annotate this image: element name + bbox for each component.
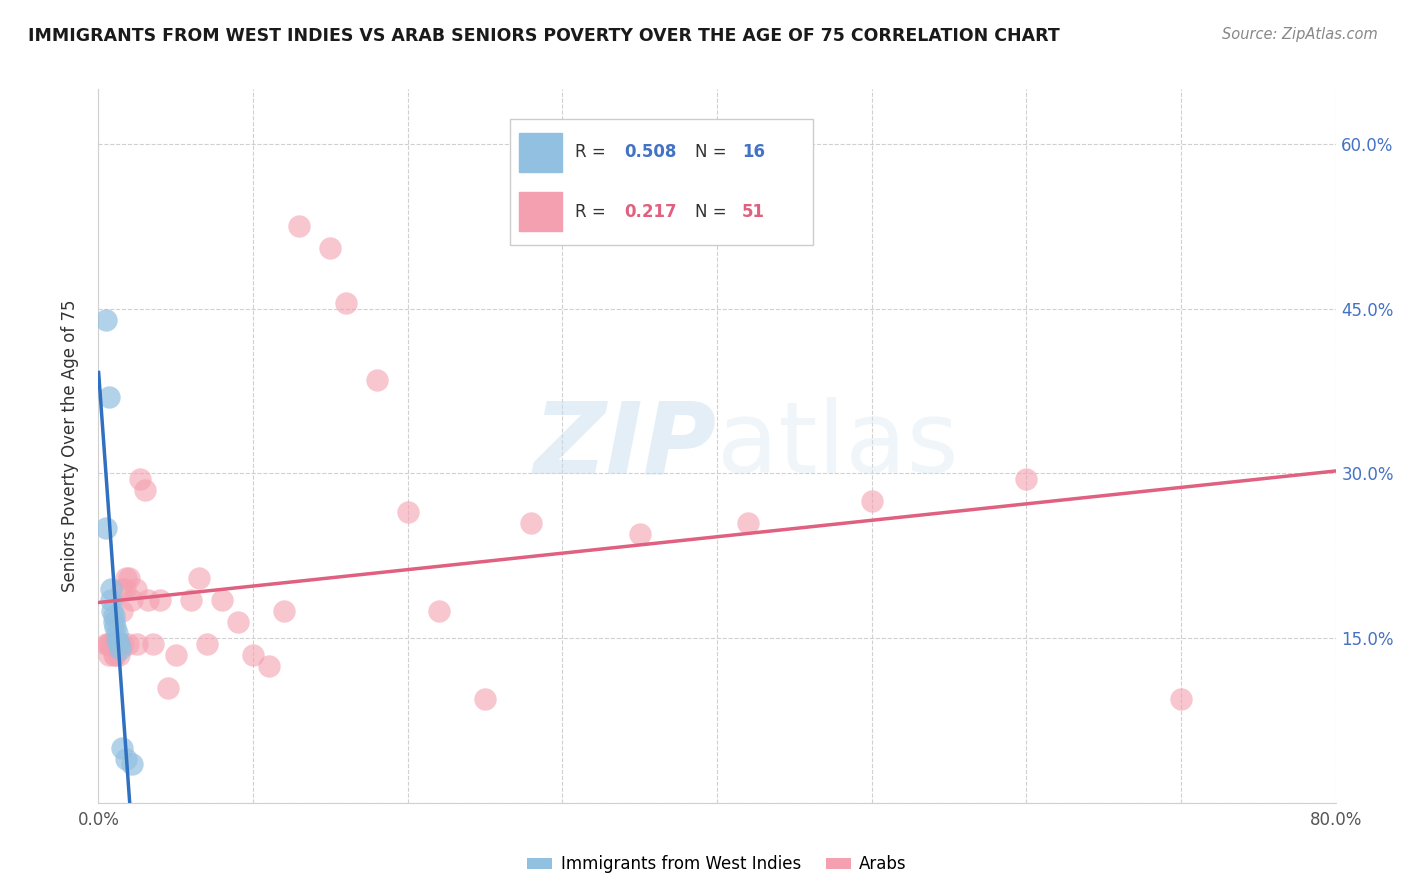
Point: [129, 472, 152, 486]
Point: [195, 637, 218, 651]
Point: [211, 592, 233, 607]
Point: [107, 637, 129, 651]
Point: [104, 620, 127, 634]
Text: atlas: atlas: [717, 398, 959, 494]
Point: [111, 740, 134, 755]
Point: [107, 648, 129, 662]
Point: [319, 241, 342, 255]
Point: [257, 658, 280, 673]
Point: [427, 604, 450, 618]
Point: [134, 483, 156, 497]
Point: [103, 637, 125, 651]
Point: [1170, 691, 1192, 706]
Point: [103, 615, 125, 629]
Point: [96, 312, 118, 326]
Point: [288, 219, 311, 234]
Point: [117, 637, 139, 651]
Text: R =: R =: [575, 144, 610, 161]
Point: [157, 681, 180, 695]
Point: [96, 521, 118, 535]
Point: [860, 494, 883, 508]
Bar: [519, 133, 562, 171]
Point: [96, 637, 118, 651]
Point: [105, 625, 128, 640]
Point: [124, 582, 146, 596]
Point: [366, 373, 388, 387]
Point: [111, 582, 134, 596]
Text: 16: 16: [742, 144, 765, 161]
Point: [98, 637, 121, 651]
Point: [242, 648, 264, 662]
Legend: Immigrants from West Indies, Arabs: Immigrants from West Indies, Arabs: [520, 849, 914, 880]
Point: [118, 571, 141, 585]
Point: [108, 642, 131, 657]
Point: [474, 691, 496, 706]
Point: [188, 571, 211, 585]
Point: [273, 604, 295, 618]
Point: [396, 505, 419, 519]
Point: [520, 516, 543, 530]
Point: [103, 648, 125, 662]
Point: [101, 637, 124, 651]
Point: [100, 637, 122, 651]
Point: [149, 592, 172, 607]
Text: R =: R =: [575, 202, 616, 220]
Text: 51: 51: [742, 202, 765, 220]
Point: [112, 637, 135, 651]
Point: [105, 633, 128, 648]
Text: Source: ZipAtlas.com: Source: ZipAtlas.com: [1222, 27, 1378, 42]
Point: [136, 592, 159, 607]
Point: [121, 592, 143, 607]
Point: [103, 609, 125, 624]
Point: [127, 637, 149, 651]
Point: [165, 648, 187, 662]
Text: ZIP: ZIP: [534, 398, 717, 494]
Point: [115, 571, 138, 585]
Point: [100, 582, 122, 596]
Text: N =: N =: [696, 144, 733, 161]
Bar: [519, 193, 562, 231]
Point: [114, 582, 136, 596]
Text: IMMIGRANTS FROM WEST INDIES VS ARAB SENIORS POVERTY OVER THE AGE OF 75 CORRELATI: IMMIGRANTS FROM WEST INDIES VS ARAB SENI…: [28, 27, 1060, 45]
FancyBboxPatch shape: [510, 119, 813, 245]
Point: [628, 526, 651, 541]
Y-axis label: Seniors Poverty Over the Age of 75: Seniors Poverty Over the Age of 75: [60, 300, 79, 592]
Point: [335, 296, 357, 310]
Point: [111, 604, 134, 618]
Point: [121, 757, 143, 772]
Point: [115, 752, 138, 766]
Point: [737, 516, 759, 530]
Point: [226, 615, 249, 629]
Point: [98, 648, 121, 662]
Point: [101, 604, 124, 618]
Point: [98, 390, 121, 404]
Point: [180, 592, 202, 607]
Point: [107, 637, 129, 651]
Point: [1015, 472, 1038, 486]
Point: [100, 592, 122, 607]
Text: 0.217: 0.217: [624, 202, 676, 220]
Point: [105, 637, 128, 651]
Text: N =: N =: [696, 202, 733, 220]
Point: [97, 637, 120, 651]
Point: [142, 637, 165, 651]
Text: 0.508: 0.508: [624, 144, 676, 161]
Point: [108, 637, 131, 651]
Point: [104, 648, 127, 662]
